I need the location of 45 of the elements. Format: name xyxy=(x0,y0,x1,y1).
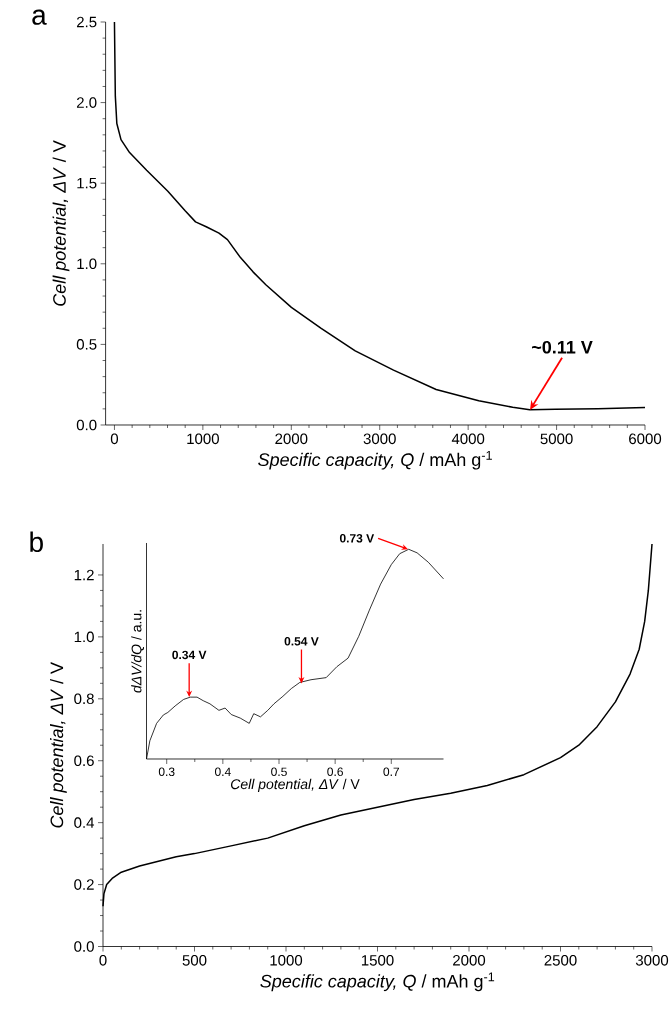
annotation: 0.34 V xyxy=(172,650,207,660)
line-series xyxy=(113,21,646,411)
y-tick-label: 0.0 xyxy=(74,941,94,952)
y-tick-label: 1.0 xyxy=(77,258,97,270)
x-tick-label: 3000 xyxy=(363,433,396,445)
y-tick-label: 1.5 xyxy=(77,177,97,189)
y-tick-label: 0.0 xyxy=(76,419,97,431)
y-tick-label: 2.5 xyxy=(76,16,97,28)
y-axis-title: Cell potential, ΔV / V xyxy=(52,140,70,306)
x-tick-label: 0.4 xyxy=(214,767,231,777)
chart-title: b xyxy=(30,531,43,553)
x-tick-label: 0.3 xyxy=(158,767,175,777)
y-tick-label: 0.2 xyxy=(74,879,94,890)
x-tick-label: 2000 xyxy=(453,955,486,966)
x-axis-title: Cell potential, ΔV / V xyxy=(231,778,360,792)
y-tick-label: 0.6 xyxy=(74,755,94,767)
y-tick-label: 1.0 xyxy=(74,631,94,643)
x-tick-label: 2500 xyxy=(544,955,577,966)
x-tick-label: 2000 xyxy=(275,433,308,445)
x-tick-label: 0.5 xyxy=(271,767,287,777)
x-tick-label: 0.6 xyxy=(327,767,343,777)
y-axis-title: Cell potential, ΔV / V xyxy=(50,662,67,828)
y-tick-label: 0.8 xyxy=(74,693,94,705)
x-axis-title: Specific capacity, Q / mAh g$^{-1}$ xyxy=(258,450,492,470)
annotation: 0.54 V xyxy=(284,637,319,646)
x-tick-label: 5000 xyxy=(540,433,573,445)
chart-title: a xyxy=(32,9,47,25)
x-tick-label: 6000 xyxy=(629,433,662,445)
x-tick-label: 0 xyxy=(99,955,107,966)
annotation: 0.73 V xyxy=(339,534,375,543)
y-axis-title: dΔV/dQ / a.u. xyxy=(131,610,144,693)
x-tick-label: 0.7 xyxy=(383,767,400,777)
x-tick-label: 1000 xyxy=(270,955,303,966)
y-tick-label: 0.5 xyxy=(76,339,97,350)
x-tick-label: 3000 xyxy=(635,955,669,966)
annotation: ~0.11 V xyxy=(531,340,593,354)
x-axis-title: Specific capacity, Q / mAh g$^{-1}$ xyxy=(260,972,495,992)
y-tick-label: 0.4 xyxy=(74,817,95,828)
x-tick-label: 500 xyxy=(182,955,207,966)
x-tick-label: 1000 xyxy=(187,433,219,445)
x-tick-label: 0 xyxy=(110,433,119,445)
y-tick-label: 2.0 xyxy=(76,97,97,108)
x-tick-label: 4000 xyxy=(451,433,485,445)
y-tick-label: 1.2 xyxy=(74,569,94,581)
x-tick-label: 1500 xyxy=(361,955,394,966)
